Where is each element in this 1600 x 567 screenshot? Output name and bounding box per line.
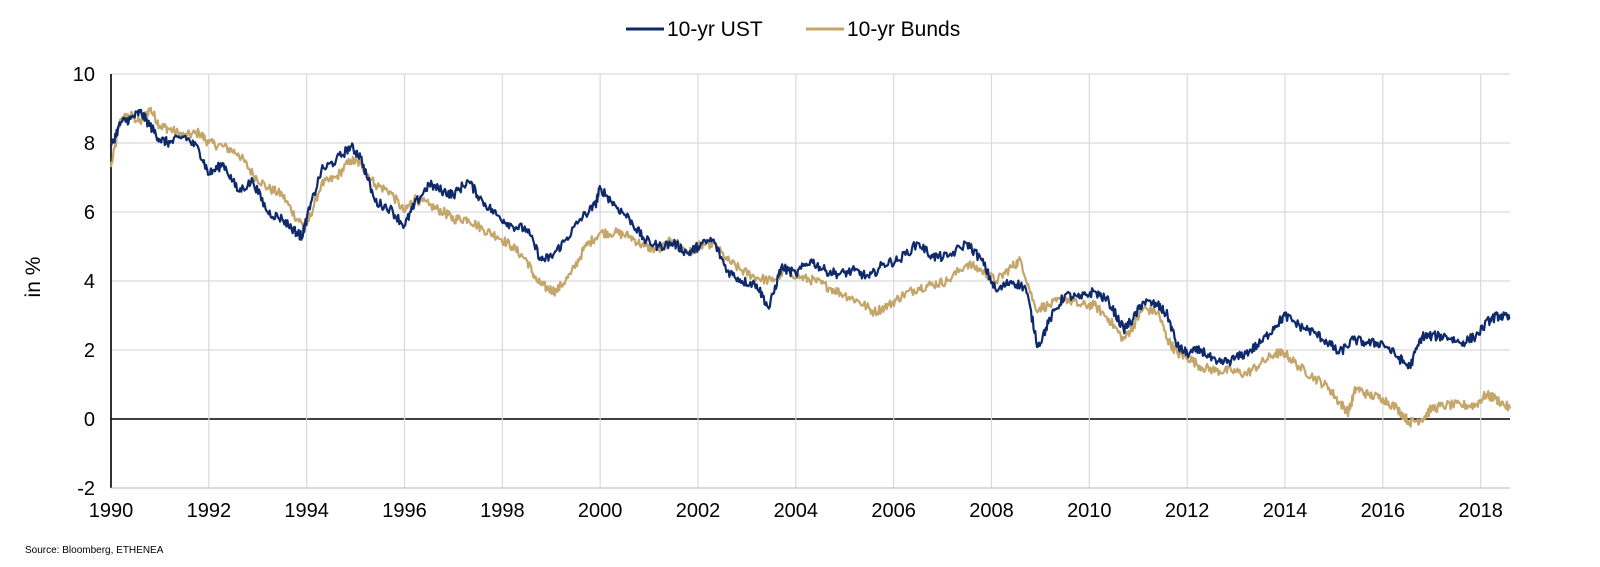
y-tick-label: 2: [84, 340, 95, 362]
legend-label-bunds: 10-yr Bunds: [847, 18, 960, 41]
y-tick-label: 6: [84, 202, 95, 224]
x-tick-label: 2010: [1067, 500, 1112, 522]
x-tick-label: 2008: [969, 500, 1014, 522]
x-tick-label: 2012: [1165, 500, 1210, 522]
x-tick-label: 2018: [1458, 500, 1503, 522]
source-note: Source: Bloomberg, ETHENEA: [25, 545, 164, 556]
y-tick-label: -2: [77, 478, 95, 500]
x-tick-label: 2000: [578, 500, 623, 522]
x-tick-label: 1990: [89, 500, 134, 522]
x-tick-label: 2016: [1361, 500, 1406, 522]
x-tick-label: 2002: [676, 500, 721, 522]
x-tick-label: 2014: [1263, 500, 1308, 522]
y-tick-label: 10: [73, 64, 95, 86]
legend-label-ust: 10-yr UST: [667, 18, 763, 41]
x-tick-label: 1992: [187, 500, 232, 522]
series-line-ust: [109, 108, 1511, 370]
y-axis-label: in %: [22, 257, 45, 298]
x-tick-label: 1998: [480, 500, 525, 522]
legend: 10-yr UST 10-yr Bunds: [626, 18, 960, 41]
series-group: [109, 106, 1512, 428]
y-tick-label: 0: [84, 409, 95, 431]
x-tick-label: 1994: [284, 500, 329, 522]
x-tick-label: 2004: [774, 500, 819, 522]
x-tick-label: 2006: [871, 500, 916, 522]
x-tick-label: 1996: [382, 500, 427, 522]
series-line-bunds: [109, 106, 1512, 428]
x-axis: 1990 1992 1994 1996 1998 2000 2002 2004 2006 2008…: [89, 500, 1503, 522]
y-axis: -2 0 2 4 6 8 10: [73, 64, 95, 500]
y-tick-label: 4: [84, 271, 95, 293]
y-tick-label: 8: [84, 133, 95, 155]
